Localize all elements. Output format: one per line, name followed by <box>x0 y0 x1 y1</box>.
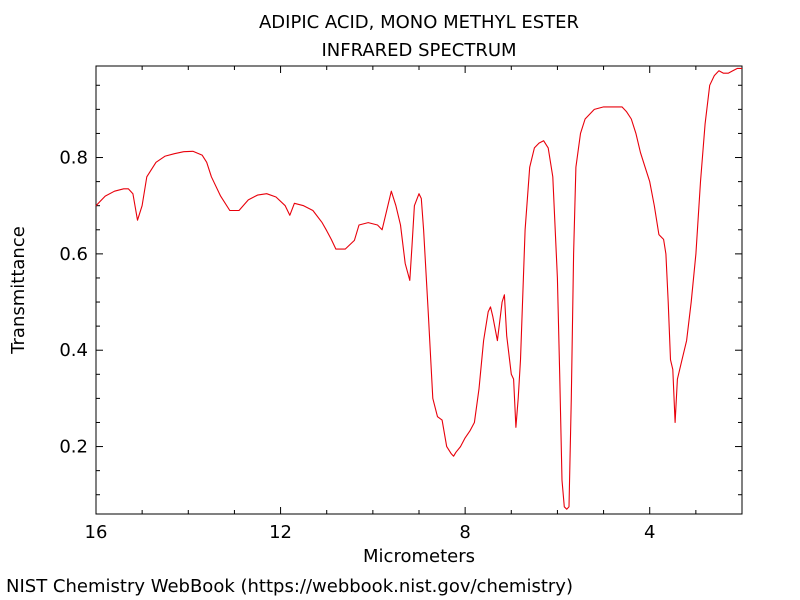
y-tick-label: 0.2 <box>59 437 88 458</box>
y-tick-label: 0.8 <box>59 148 88 169</box>
plot-area <box>95 65 743 515</box>
x-tick-label: 4 <box>644 522 655 543</box>
y-axis-label: Transmittance <box>8 226 29 355</box>
y-tick-label: 0.4 <box>59 340 88 361</box>
x-axis-ticks: 16 12 8 4 <box>85 66 743 543</box>
chart-subtitle: INFRARED SPECTRUM <box>321 40 516 61</box>
transmittance-series-line <box>95 67 742 510</box>
x-axis-label: Micrometers <box>363 546 475 567</box>
x-tick-label: 8 <box>459 522 470 543</box>
plot-border <box>95 65 743 515</box>
y-axis-ticks: 0.2 0.4 0.6 0.8 <box>59 84 742 496</box>
source-footer: NIST Chemistry WebBook (https://webbook.… <box>6 576 573 597</box>
chart-title: ADIPIC ACID, MONO METHYL ESTER <box>259 12 579 33</box>
x-tick-label: 12 <box>269 522 292 543</box>
x-tick-label: 16 <box>85 522 108 543</box>
y-tick-label: 0.6 <box>59 244 88 265</box>
